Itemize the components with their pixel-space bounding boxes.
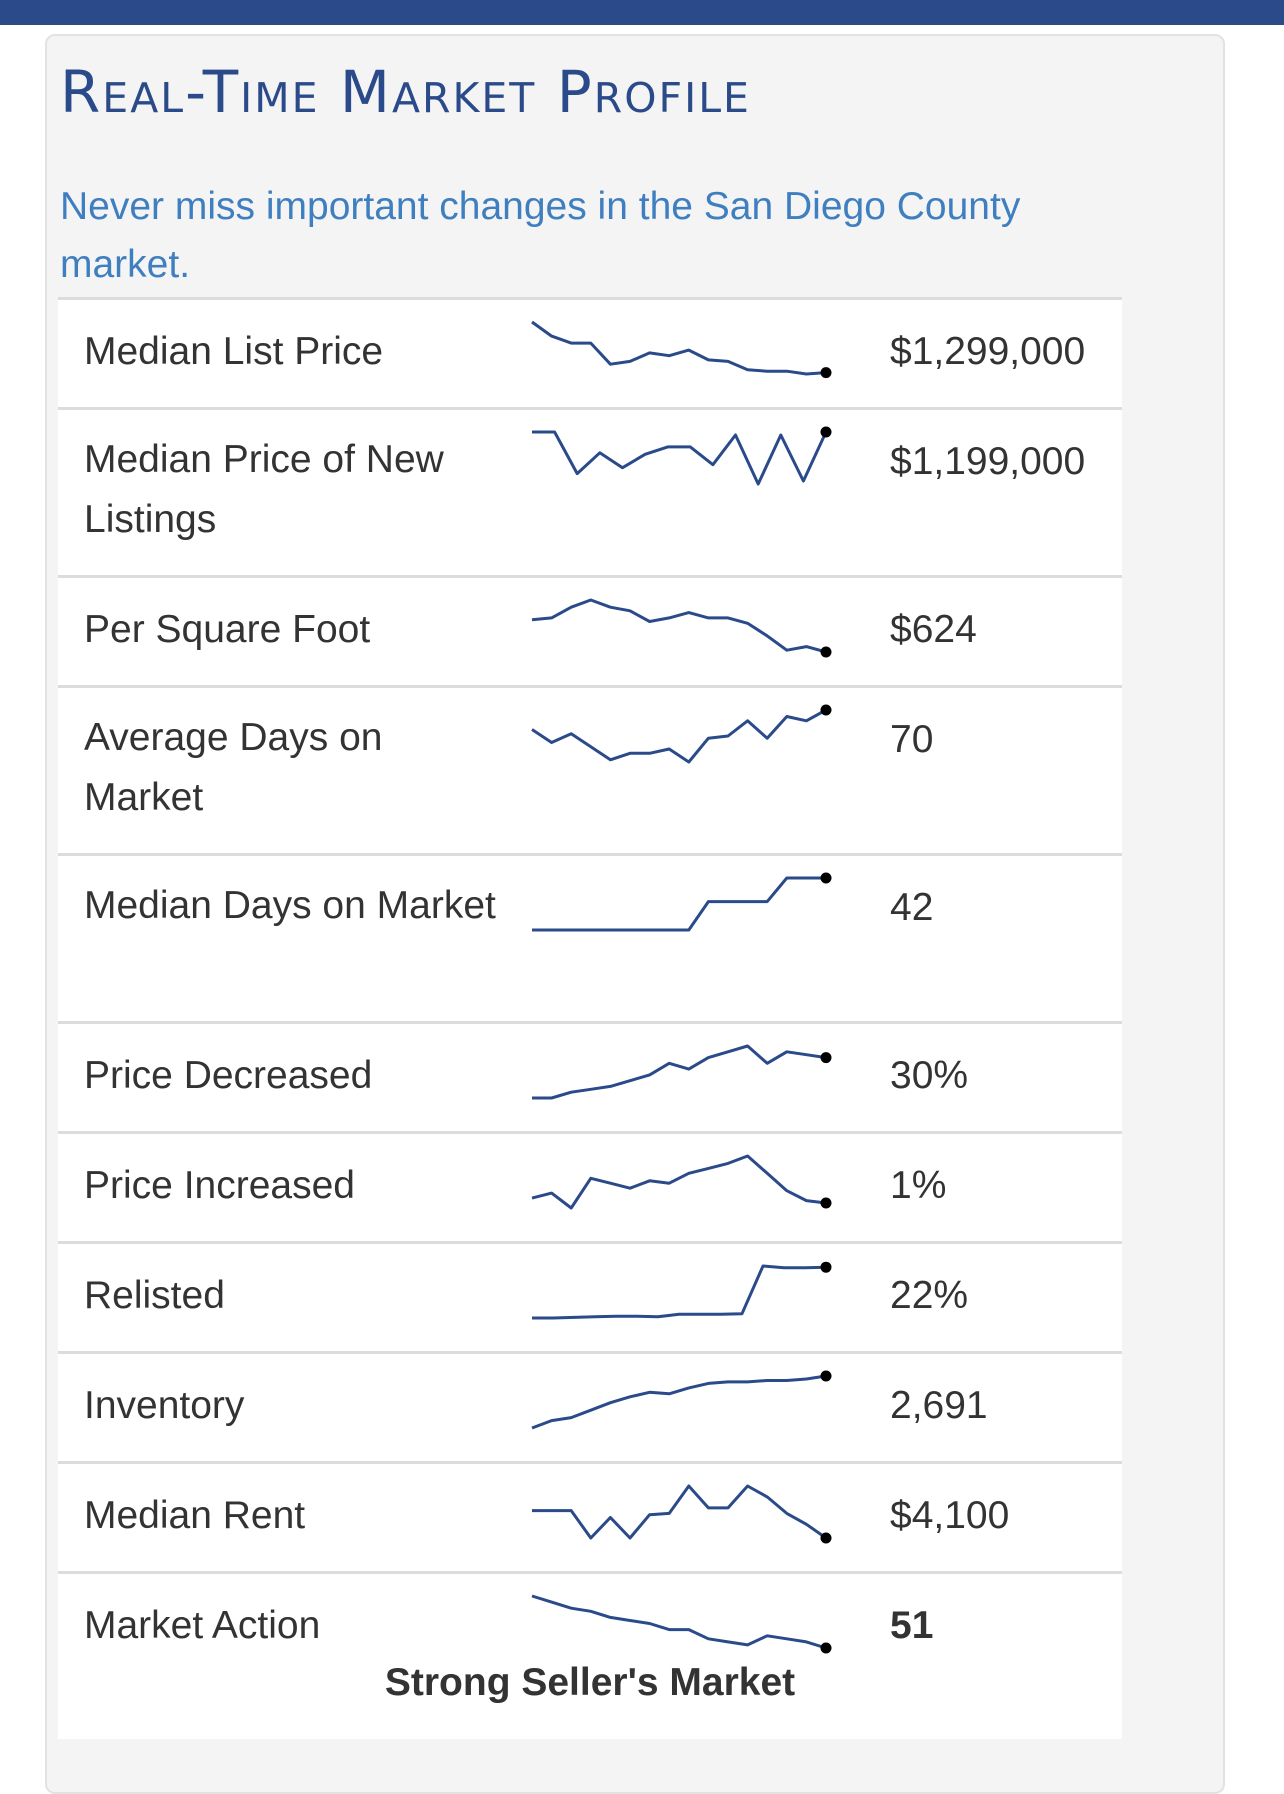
metric-row: Inventory 2,691	[58, 1351, 1122, 1461]
sparkline-path	[531, 1594, 827, 1650]
trend-sparkline	[531, 598, 832, 658]
metric-row: Price Decreased 30%	[58, 1021, 1122, 1131]
metric-value: $1,299,000	[890, 330, 1086, 373]
metric-row: Price Increased 1%	[58, 1131, 1122, 1241]
sparkline-endpoint-dot	[820, 367, 832, 379]
sparkline-endpoint-dot	[820, 704, 832, 716]
metric-row: Median List Price $1,299,000	[58, 297, 1122, 407]
metric-row: Per Square Foot $624	[58, 575, 1122, 685]
metric-value: 2,691	[890, 1384, 988, 1427]
metric-row: Relisted 22%	[58, 1241, 1122, 1351]
metric-label: Per Square Foot	[84, 608, 371, 651]
sparkline-endpoint-dot	[820, 426, 832, 438]
metric-value: 22%	[890, 1274, 969, 1317]
sparkline-path	[531, 598, 827, 654]
metric-label: Median Days on Market	[84, 884, 496, 927]
trend-sparkline	[532, 872, 832, 932]
sparkline-endpoint-dot	[820, 646, 832, 658]
trend-sparkline	[531, 704, 832, 764]
sparkline-path	[532, 430, 828, 486]
sparkline-endpoint-dot	[820, 1370, 832, 1382]
metric-label: Average Days on Market	[84, 716, 383, 819]
sparkline-endpoint-dot	[820, 1197, 832, 1209]
metric-value: $1,199,000	[890, 440, 1086, 483]
metric-label: Median List Price	[84, 330, 384, 373]
metric-value: 51	[890, 1604, 934, 1647]
metric-value: 70	[890, 718, 934, 761]
trend-sparkline	[531, 1594, 832, 1654]
metric-label: Median Rent	[84, 1494, 306, 1537]
metric-value: 1%	[890, 1164, 947, 1207]
sparkline-path	[532, 1484, 827, 1540]
sparkline-path	[531, 1154, 827, 1210]
trend-sparkline	[532, 426, 832, 486]
metric-row: Average Days on Market 70	[58, 685, 1122, 853]
metric-row: Median Days on Market 42	[58, 853, 1122, 1021]
sparkline-endpoint-dot	[820, 872, 832, 884]
sparkline-endpoint-dot	[820, 1642, 832, 1654]
trend-sparkline	[532, 1044, 832, 1100]
market-condition-label: Strong Seller's Market	[384, 1661, 796, 1704]
sparkline-endpoint-dot	[820, 1052, 832, 1064]
sparkline-path	[531, 1374, 827, 1430]
metric-label: Price Decreased	[84, 1054, 373, 1097]
metric-value: $624	[890, 608, 977, 651]
top-accent-bar	[0, 0, 1284, 25]
sparkline-endpoint-dot	[820, 1261, 832, 1273]
market-profile-table: Median List Price $1,299,000 Median Price …	[58, 297, 1122, 1739]
page-title: Real-Time Market Profile	[60, 58, 751, 126]
metric-value: $4,100	[890, 1494, 1010, 1537]
sparkline-path	[531, 320, 827, 376]
metric-value: 30%	[890, 1054, 969, 1097]
metric-label: Relisted	[84, 1274, 225, 1317]
trend-sparkline	[532, 1484, 832, 1544]
metric-label: Market Action	[84, 1604, 321, 1647]
trend-sparkline	[532, 1261, 832, 1320]
metric-row: Median Rent $4,100	[58, 1461, 1122, 1571]
sparkline-path	[531, 708, 827, 764]
metric-label: Median Price of New Listings	[84, 438, 444, 541]
page-subtitle: Never miss important changes in the San …	[60, 185, 1021, 286]
metric-value: 42	[890, 886, 934, 929]
metric-row: Market Action 51	[58, 1571, 1122, 1679]
metric-label: Inventory	[84, 1384, 245, 1427]
sparkline-endpoint-dot	[820, 1532, 832, 1544]
trend-sparkline	[531, 1154, 832, 1210]
sparkline-path	[532, 1264, 827, 1320]
trend-sparkline	[531, 320, 832, 379]
metric-label: Price Increased	[84, 1164, 355, 1207]
sparkline-path	[532, 1044, 827, 1100]
trend-sparkline	[531, 1370, 832, 1430]
sparkline-path	[532, 876, 826, 932]
metric-row: Median Price of New Listings $1,199,000	[58, 407, 1122, 575]
